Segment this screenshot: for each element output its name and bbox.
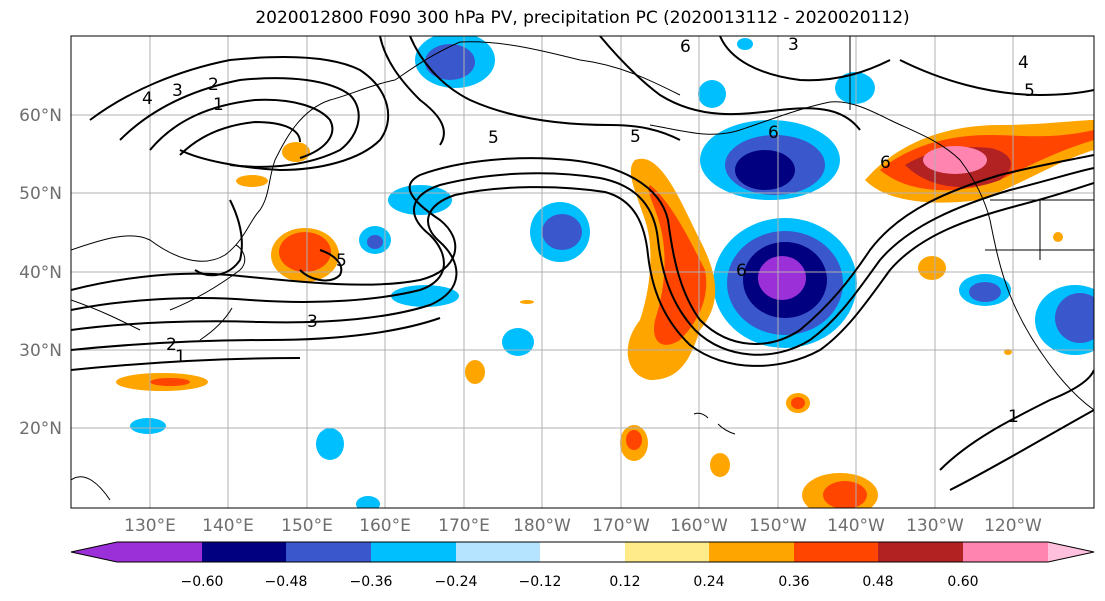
lon-label: 140°W: [827, 516, 885, 536]
contour-label: 2: [208, 75, 219, 95]
contour-label: 5: [488, 128, 499, 148]
colorbar-segment: [709, 542, 794, 562]
lat-label: 40°N: [19, 263, 62, 283]
colorbar-extend-max: [1048, 542, 1094, 562]
colorbar-segment: [371, 542, 456, 562]
colorbar-segment: [794, 542, 878, 562]
lon-label: 170°E: [438, 516, 490, 536]
contour-label: 6: [680, 37, 691, 57]
colorbar-tick-label: −0.48: [265, 574, 308, 590]
contour-label: 5: [336, 251, 347, 271]
contour-label: 5: [630, 127, 641, 147]
contour-label: 1: [213, 95, 224, 115]
lon-label: 140°E: [202, 516, 254, 536]
map-plot-area: 4 3 2 1 5 5 6 3 5 4 5 6 6 3 2 1 1 6: [71, 35, 1094, 508]
lon-label: 120°W: [984, 516, 1042, 536]
graticule: [71, 36, 1094, 508]
colorbar-extend-min: [71, 542, 117, 562]
colorbar-tick-label: 0.24: [693, 574, 724, 590]
colorbar-tick-label: −0.24: [435, 574, 478, 590]
contour-label: 6: [880, 153, 891, 173]
pv-contours: [71, 36, 1094, 491]
colorbar-tick-label: −0.60: [181, 574, 224, 590]
map-title: 2020012800 F090 300 hPa PV, precipitatio…: [255, 8, 910, 28]
lon-label: 170°W: [592, 516, 650, 536]
colorbar-segment: [540, 542, 625, 562]
lon-label: 150°W: [749, 516, 807, 536]
lon-label: 130°E: [124, 516, 176, 536]
colorbar-segment: [878, 542, 963, 562]
colorbar-tick-label: 0.60: [947, 574, 978, 590]
lat-label: 60°N: [19, 106, 62, 126]
colorbar-outline: [70, 541, 1095, 563]
colorbar-segment: [117, 542, 202, 562]
colorbar-tick-label: −0.12: [519, 574, 562, 590]
contour-label: 2: [166, 335, 177, 355]
colorbar-segment: [625, 542, 709, 562]
colorbar-tick-label: 0.48: [862, 574, 893, 590]
colorbar-tick-label: 0.36: [778, 574, 809, 590]
negative-precip-areas: [130, 36, 1094, 508]
contour-label: 3: [307, 312, 318, 332]
lon-label: 180°W: [513, 516, 571, 536]
contour-label: 1: [1008, 407, 1019, 427]
lon-label: 160°E: [359, 516, 411, 536]
colorbar-ticks: −0.60 −0.48 −0.36 −0.24 −0.12 0.12 0.24 …: [181, 574, 979, 590]
lat-label: 20°N: [19, 419, 62, 439]
colorbar-tick-label: 0.12: [609, 574, 640, 590]
colorbar-segment: [963, 542, 1048, 562]
contour-label: 3: [788, 35, 799, 55]
lon-label: 150°E: [281, 516, 333, 536]
lat-label: 30°N: [19, 341, 62, 361]
colorbar-segments: [70, 541, 1095, 563]
colorbar-segment: [456, 542, 540, 562]
contour-label: 6: [768, 123, 779, 143]
contour-label: 1: [175, 347, 186, 367]
longitude-labels: 130°E 140°E 150°E 160°E 170°E 180°W 170°…: [124, 516, 1042, 536]
colorbar-tick-label: −0.36: [350, 574, 393, 590]
contour-labels: 4 3 2 1 5 5 6 3 5 4 5 6 6 3 2 1 1 6: [142, 35, 1035, 427]
contour-label: 6: [736, 261, 747, 281]
latitude-labels: 60°N 50°N 40°N 30°N 20°N: [19, 106, 62, 439]
colorbar: −0.60 −0.48 −0.36 −0.24 −0.12 0.12 0.24 …: [70, 541, 1095, 590]
lon-label: 160°W: [670, 516, 728, 536]
lat-label: 50°N: [19, 184, 62, 204]
colorbar-segment: [286, 542, 371, 562]
contour-label: 5: [1024, 81, 1035, 101]
positive-precip-areas: [116, 120, 1094, 508]
contour-label: 4: [142, 89, 153, 109]
lon-label: 130°W: [906, 516, 964, 536]
map-frame: [70, 35, 1095, 509]
colorbar-segment: [202, 542, 286, 562]
contour-label: 3: [172, 81, 183, 101]
contour-label: 4: [1018, 53, 1029, 73]
